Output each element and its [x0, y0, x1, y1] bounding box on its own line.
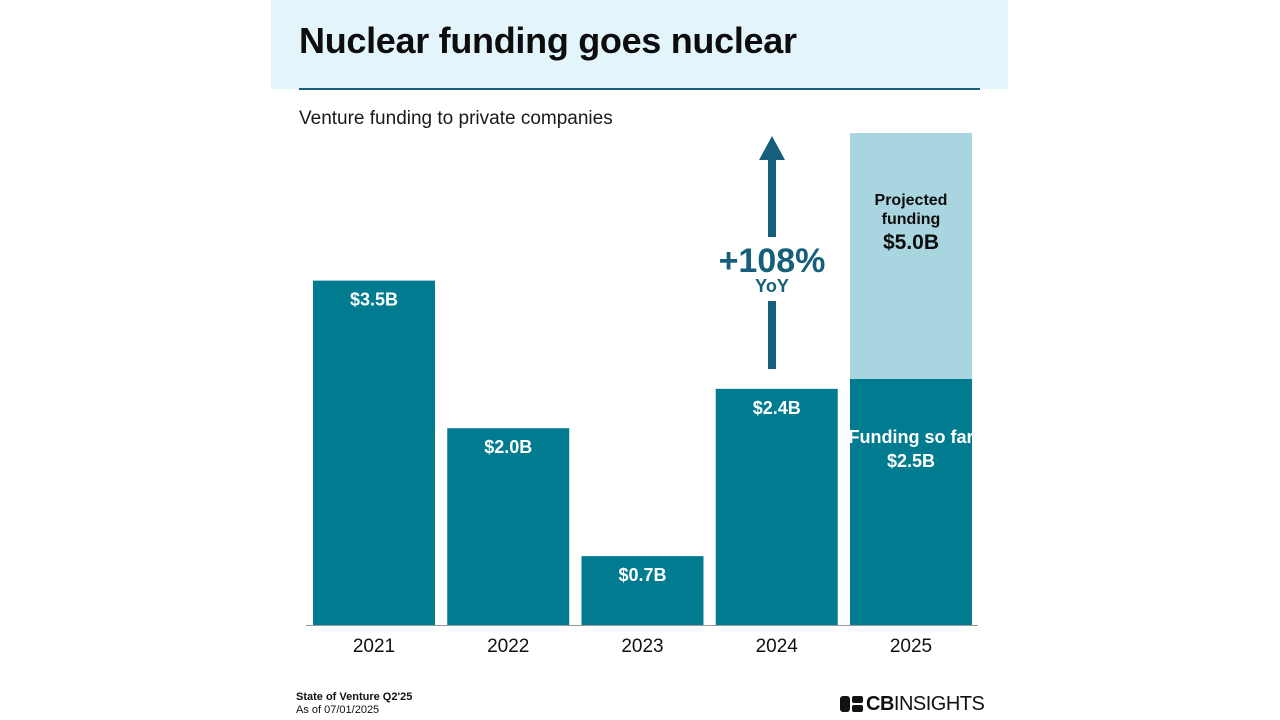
value-label-2024: $2.4B [753, 398, 801, 418]
x-tick-2022: 2022 [487, 636, 529, 657]
title-divider [299, 88, 980, 90]
footer-source: State of Venture Q2'25 As of 07/01/2025 [296, 691, 412, 717]
yoy-label: YoY [755, 276, 789, 296]
yoy-percent: +108% [719, 242, 826, 280]
label-funding: funding [882, 211, 941, 228]
title-band [271, 0, 1008, 89]
cb-insights-logo: CBINSIGHTS [840, 692, 985, 716]
value-label-2021: $3.5B [350, 290, 398, 310]
cb-insights-logo-icon [840, 696, 863, 712]
value-label-2022: $2.0B [484, 437, 532, 457]
x-tick-2024: 2024 [756, 636, 799, 657]
chart-title: Nuclear funding goes nuclear [299, 20, 797, 61]
bar-2024 [715, 388, 838, 625]
x-tick-2023: 2023 [621, 636, 663, 657]
bar-2025 [850, 379, 972, 625]
label-funding-so-far: Funding so far [849, 427, 974, 447]
logo-insights: INSIGHTS [893, 692, 985, 715]
cb-insights-wordmark: CBINSIGHTS [866, 692, 985, 716]
source-label: State of Venture Q2'25 [296, 691, 413, 703]
x-tick-2021: 2021 [353, 636, 395, 657]
bar-2023 [581, 556, 704, 625]
x-tick-2025: 2025 [890, 636, 932, 657]
value-label-projected: $5.0B [883, 231, 939, 254]
bar-2022 [447, 428, 570, 625]
yoy-arrow-head [759, 136, 785, 160]
bars-layer [313, 133, 972, 625]
label-projected: Projected [875, 192, 948, 209]
yoy-annotation: +108% YoY [719, 136, 826, 369]
bar-projected-2025 [850, 133, 972, 379]
value-label-2025: $2.5B [887, 451, 935, 471]
chart-card: Nuclear funding goes nuclear Venture fun… [271, 0, 1008, 720]
bar-2021 [313, 280, 435, 625]
chart-subtitle: Venture funding to private companies [299, 108, 613, 129]
bar-chart: 2021 $3.5B 2022 $2.0B 2023 $0.7B 2024 $2.4B 2025… [306, 133, 978, 657]
labels-layer: 2021 $3.5B 2022 $2.0B 2023 $0.7B 2024 $2.4B 2025… [350, 192, 974, 657]
value-label-2023: $0.7B [618, 565, 666, 585]
as-of-date: As of 07/01/2025 [296, 704, 380, 716]
logo-cb: CB [866, 692, 894, 715]
